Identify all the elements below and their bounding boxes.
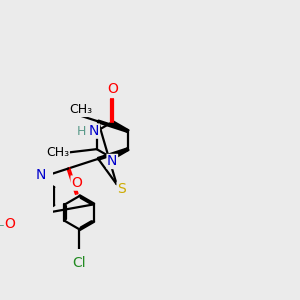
Text: CH₃: CH₃ [46, 146, 69, 159]
Text: CH₃: CH₃ [70, 103, 93, 116]
Text: O: O [71, 176, 82, 190]
Text: N: N [35, 168, 46, 182]
Text: Cl: Cl [73, 256, 86, 270]
Text: H: H [0, 220, 6, 233]
Text: S: S [117, 182, 126, 196]
Text: O: O [4, 217, 15, 230]
Text: N: N [107, 154, 118, 169]
Text: N: N [89, 124, 99, 138]
Text: H: H [77, 124, 86, 138]
Text: O: O [107, 82, 118, 96]
